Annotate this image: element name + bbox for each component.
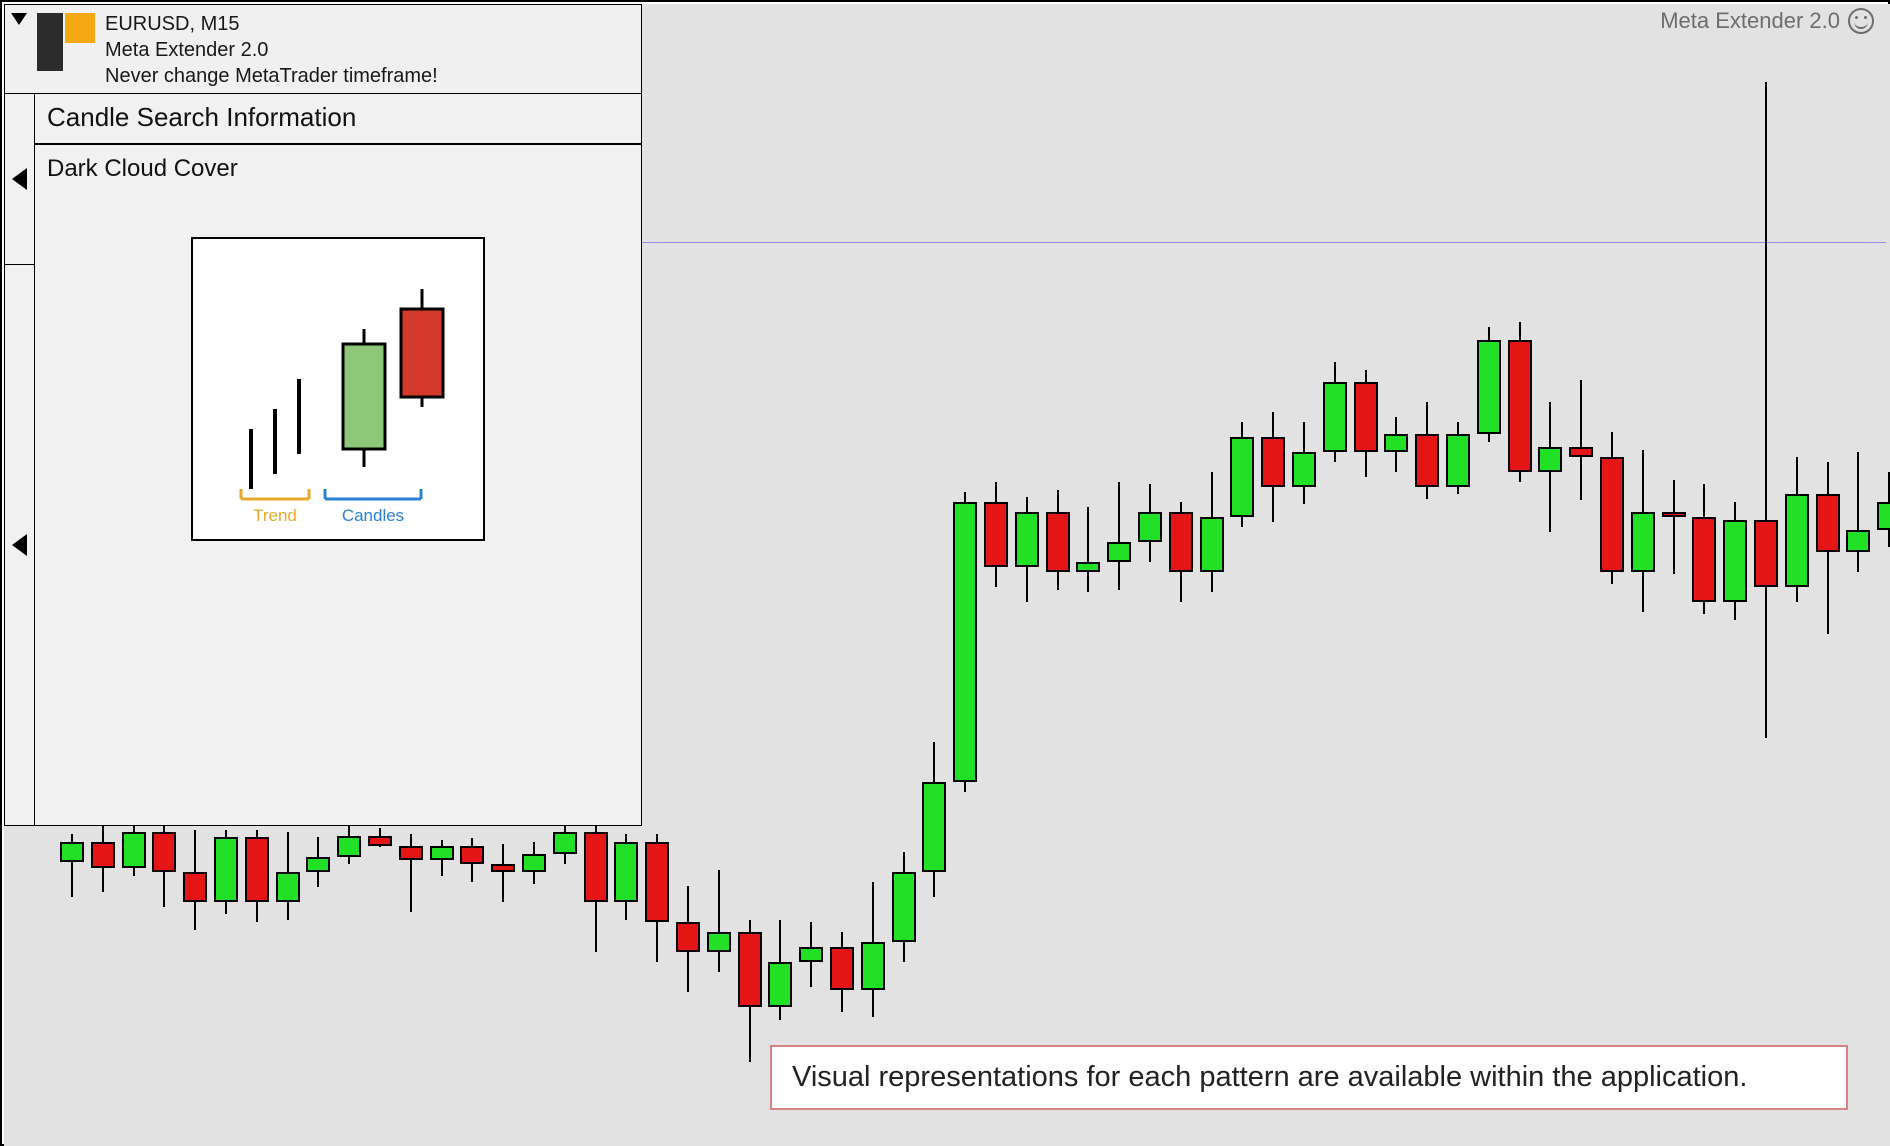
pattern-diagram: Trend Candles	[191, 237, 485, 541]
dropdown-icon[interactable]	[11, 13, 27, 25]
side-panel: EURUSD, M15 Meta Extender 2.0 Never chan…	[4, 4, 642, 826]
app-label: Meta Extender 2.0	[1660, 8, 1874, 34]
svg-text:Trend: Trend	[253, 506, 297, 525]
panel-header: EURUSD, M15 Meta Extender 2.0 Never chan…	[4, 4, 642, 94]
panel-content: Candle Search Information Dark Cloud Cov…	[35, 94, 641, 825]
warning-line: Never change MetaTrader timeframe!	[105, 63, 438, 89]
product-line: Meta Extender 2.0	[105, 37, 438, 63]
symbol-line: EURUSD, M15	[105, 11, 438, 37]
section-title: Candle Search Information	[35, 94, 641, 145]
smiley-icon	[1848, 8, 1874, 34]
app-label-text: Meta Extender 2.0	[1660, 8, 1840, 34]
chart-window: Meta Extender 2.0 EURUSD, M15 Meta Exten…	[0, 0, 1890, 1146]
pattern-name: Dark Cloud Cover	[35, 145, 641, 187]
header-text: EURUSD, M15 Meta Extender 2.0 Never chan…	[105, 11, 438, 89]
product-logo	[37, 13, 95, 71]
panel-body: Candle Search Information Dark Cloud Cov…	[4, 94, 642, 826]
caption-box: Visual representations for each pattern …	[770, 1045, 1848, 1110]
collapse-left-icon[interactable]	[12, 168, 27, 190]
side-rail	[5, 94, 35, 825]
collapse-left-icon-2[interactable]	[12, 534, 27, 556]
pattern-diagram-svg: Trend Candles	[193, 239, 483, 539]
caption-text: Visual representations for each pattern …	[792, 1061, 1747, 1093]
svg-text:Candles: Candles	[342, 506, 404, 525]
